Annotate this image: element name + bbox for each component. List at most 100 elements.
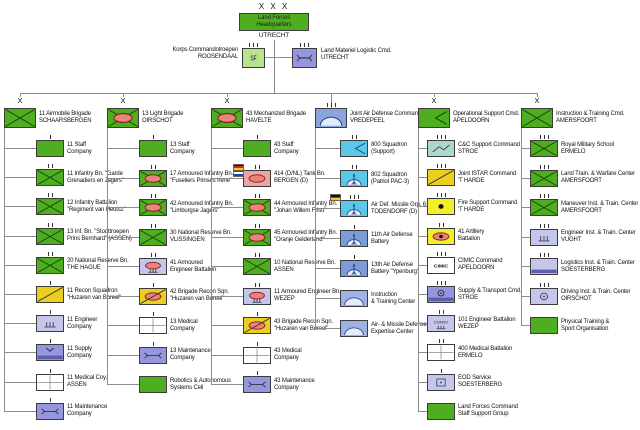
- column-drop-line: [330, 93, 332, 108]
- tick-mark: [254, 253, 256, 257]
- armored-engineer-icon: [249, 291, 265, 303]
- unit-symbol-box: [139, 346, 167, 364]
- tick-mark: [258, 194, 260, 198]
- child-stub-line: [107, 295, 139, 297]
- column-rail-line: [418, 128, 419, 412]
- unit-location: Company: [274, 148, 299, 155]
- unit-name: Joint ISTAR Command: [458, 170, 517, 177]
- unit-location: & Training Center: [371, 298, 416, 305]
- unit-name: 42 Armoured Infantry Bn.: [170, 200, 234, 207]
- child-stub-line: [418, 206, 427, 208]
- unit-location: STROE: [458, 148, 478, 155]
- unit-location: Battalion: [458, 236, 480, 243]
- unit-name: Joint Air Defense Command: [350, 111, 421, 117]
- unit-label: 17 Armoured Infantry Bn. "Fuseliers Prins…: [170, 171, 233, 185]
- unit-name: Land Materiel Logistic Cmd.: [321, 48, 392, 54]
- echelon-ticks: [150, 223, 156, 228]
- tick-mark: [547, 194, 549, 198]
- unit-location: Company: [170, 355, 195, 361]
- unit-label: Robotics & Autonomous Systems Cell: [170, 378, 231, 392]
- unit-name: Robotics & Autonomous: [170, 377, 231, 384]
- tick-mark: [49, 397, 51, 402]
- unit-symbol-box: [139, 140, 167, 157]
- tick-mark: [436, 251, 438, 256]
- unit-label: EOD Service SOESTERBERG: [458, 375, 502, 389]
- unit-label: 11 Recon Squadron "Huzaren van Boreel": [67, 288, 121, 302]
- unit-location: STROE: [458, 294, 478, 301]
- echelon-ticks: [254, 194, 260, 198]
- tick-mark: [152, 312, 154, 316]
- flag-nl-icon: [233, 169, 244, 177]
- unit-location: BERGEN (D): [274, 178, 308, 184]
- unit-label: Engineer Inst. & Train. Center VUGHT: [561, 230, 636, 244]
- tick-mark: [256, 135, 258, 139]
- unit-symbol-box: [427, 227, 455, 245]
- unit-label: 11 Infantry Bn. "Garde Grenadiers en Jage…: [67, 171, 124, 185]
- tick-mark: [249, 43, 250, 47]
- unit-name: Royal Military School: [561, 141, 614, 148]
- tick-mark: [355, 165, 357, 169]
- unit-symbol-box: [427, 344, 455, 362]
- unit-name: Maneuver Inst. & Train. Center: [561, 200, 639, 207]
- unit-location: HAVELTE: [246, 118, 272, 124]
- unit-location: Battery "Ypenburg": [371, 268, 419, 275]
- unit-name: 30 National Reserve Bn.: [170, 230, 232, 236]
- unit-label: 800 Squadron (Support): [371, 142, 407, 156]
- unit-symbol-box: [36, 373, 64, 391]
- none-icon: [531, 318, 557, 333]
- unit-name: CIMIC Command: [458, 258, 503, 265]
- unit-location: 'T HARDE: [458, 206, 485, 213]
- unit-name: Land Train. & Warfare Center: [561, 171, 635, 177]
- unit-symbol-box: [427, 286, 455, 303]
- unit-label: 13 Light Brigade OIRSCHOT: [142, 111, 183, 125]
- tick-mark: [440, 164, 442, 169]
- child-stub-line: [315, 148, 340, 149]
- tick-mark: [49, 135, 51, 139]
- unit-symbol-box: [340, 140, 368, 157]
- child-stub-line: [107, 325, 139, 326]
- tick-mark: [444, 251, 446, 256]
- unit-symbol-box: [340, 230, 368, 247]
- echelon-ticks: [351, 135, 357, 139]
- tick-mark: [440, 193, 442, 198]
- child-stub-line: [211, 207, 243, 208]
- unit-symbol-box: [530, 199, 558, 216]
- tick-mark: [438, 310, 440, 315]
- child-stub-line: [521, 295, 530, 297]
- echelon-ticks: [152, 135, 154, 139]
- unit-label: Operational Support Cmd. APELDOORN: [453, 111, 519, 125]
- child-stub-line: [418, 294, 427, 295]
- unit-location: Sport Organisation: [561, 325, 609, 332]
- unit-label: 101 Engineer Battalion WEZEP: [458, 317, 516, 331]
- unit-label: Instruction & Training Cmd. AMERSFOORT: [556, 111, 624, 125]
- cimic-text-icon: CIMIC: [434, 263, 449, 269]
- child-stub-line: [107, 177, 139, 179]
- unit-name: 41 Armoured: [170, 259, 203, 266]
- unit-symbol-box: [36, 198, 64, 216]
- unit-label: 13th Air Defense Battery "Ypenburg": [371, 262, 419, 276]
- child-stub-line: [418, 381, 427, 383]
- echelon-ticks: [436, 164, 446, 169]
- unit-label: 11 Medical Coy. ASSEN: [67, 375, 107, 389]
- tick-mark: [258, 282, 260, 287]
- unit-symbol-box: [243, 287, 271, 305]
- unit-name: Supply & Transport Cmd.: [458, 287, 522, 294]
- child-stub-line: [211, 177, 243, 179]
- unit-label: 20 National Reserve Bn. THE HAGUE: [67, 258, 129, 272]
- unit-location: APELDOORN: [458, 265, 495, 272]
- engineer-icon: [44, 322, 56, 328]
- unit-symbol-box: [139, 376, 167, 393]
- unit-symbol-box: CONST: [427, 315, 455, 333]
- unit-label: 43 Maintenance Company: [274, 378, 315, 392]
- unit-name: 11 Airmobile Brigade: [39, 111, 91, 117]
- tick-mark: [543, 282, 545, 287]
- echelon-ticks: [436, 281, 446, 285]
- unit-name: Fire Support Command: [458, 199, 518, 206]
- echelon-ticks: [436, 193, 446, 198]
- unit-location: Systems Cell: [170, 384, 204, 391]
- tick-mark: [543, 223, 545, 228]
- tick-mark: [442, 310, 444, 315]
- unit-location: Company: [67, 411, 92, 418]
- unit-location: WEZEP: [274, 296, 295, 302]
- child-stub-line: [4, 410, 36, 412]
